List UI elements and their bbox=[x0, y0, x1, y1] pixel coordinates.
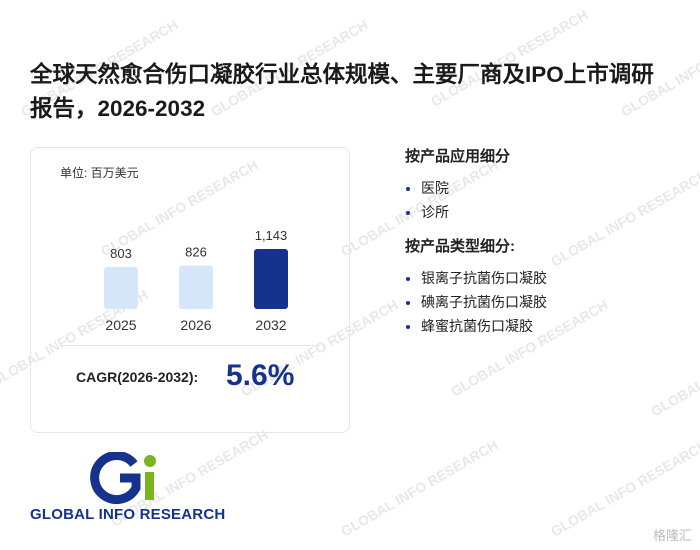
bar-chart: 803 2025 826 2026 1,143 2032 bbox=[104, 228, 288, 333]
segment-heading: 按产品应用细分 bbox=[405, 148, 511, 165]
value-label: 803 bbox=[110, 246, 132, 261]
bar bbox=[104, 266, 138, 309]
divider bbox=[60, 345, 320, 346]
segment-item: 碘离子抗菌伤口凝胶 bbox=[421, 290, 685, 314]
source-watermark: 格隆汇 bbox=[652, 528, 692, 543]
segment-item: 银离子抗菌伤口凝胶 bbox=[421, 266, 685, 290]
logo-dot bbox=[144, 455, 156, 467]
unit-label: 单位: 百万美元 bbox=[60, 166, 139, 180]
segment: 按产品应用细分医院诊所 bbox=[405, 146, 685, 224]
logo-i bbox=[145, 472, 154, 500]
value-label: 826 bbox=[185, 245, 207, 260]
segment-item: 诊所 bbox=[421, 200, 685, 224]
category-label: 2032 bbox=[255, 317, 286, 333]
segments: 按产品应用细分医院诊所按产品类型细分: 银离子抗菌伤口凝胶碘离子抗菌伤口凝胶蜂蜜抗… bbox=[405, 146, 685, 350]
category-label: 2025 bbox=[105, 317, 136, 333]
summary-card bbox=[30, 147, 350, 433]
bar bbox=[254, 249, 288, 309]
category-label: 2026 bbox=[180, 317, 211, 333]
bar bbox=[179, 265, 213, 309]
segment-heading: 按产品类型细分: bbox=[405, 238, 515, 255]
watermark: GLOBAL INFO RESEARCH bbox=[337, 436, 501, 540]
segment-item: 蜂蜜抗菌伤口凝胶 bbox=[421, 314, 685, 338]
logo-g bbox=[90, 452, 141, 504]
logo-text: GLOBAL INFO RESEARCH bbox=[30, 506, 226, 523]
segment-item: 医院 bbox=[421, 176, 685, 200]
cagr-value: 5.6% bbox=[226, 359, 295, 392]
cagr-label: CAGR(2026-2032): bbox=[76, 369, 199, 385]
segment: 按产品类型细分: 银离子抗菌伤口凝胶碘离子抗菌伤口凝胶蜂蜜抗菌伤口凝胶 bbox=[405, 236, 685, 338]
logo-mark bbox=[90, 452, 156, 504]
segment-list: 银离子抗菌伤口凝胶碘离子抗菌伤口凝胶蜂蜜抗菌伤口凝胶 bbox=[405, 266, 685, 338]
segment-list: 医院诊所 bbox=[405, 176, 685, 224]
value-label: 1,143 bbox=[255, 228, 288, 243]
report-title: 全球天然愈合伤口凝胶行业总体规模、主要厂商及IPO上市调研报告，2026-203… bbox=[30, 62, 654, 121]
